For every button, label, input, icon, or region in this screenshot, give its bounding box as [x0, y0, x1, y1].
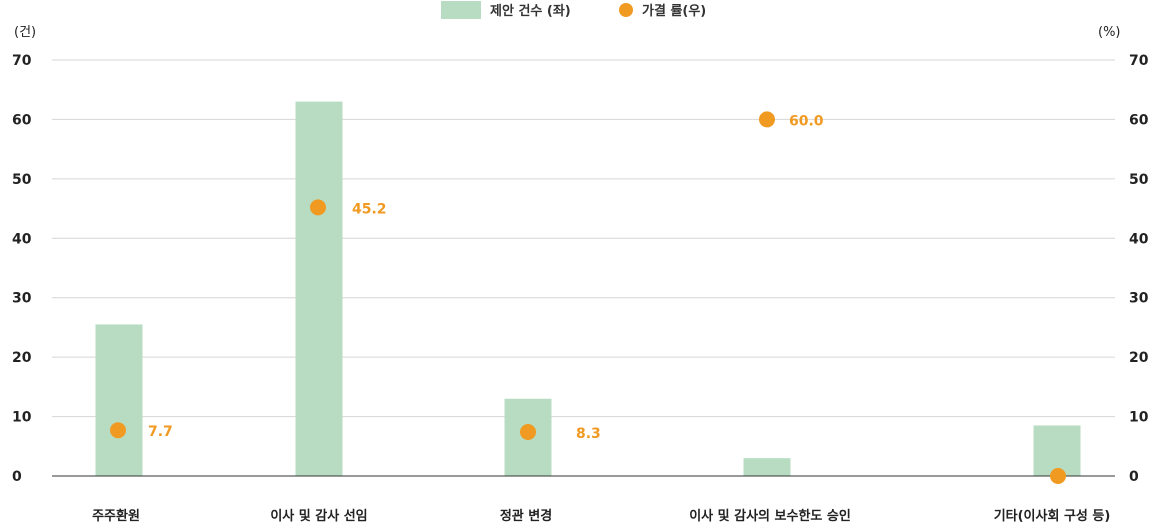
right-tick-label: 10 [1129, 410, 1149, 426]
point [1050, 468, 1066, 484]
legend-point-label: 가결 률(우) [642, 3, 706, 19]
left-tick-label: 50 [12, 172, 32, 188]
right-tick-label: 40 [1129, 231, 1149, 247]
category-label: 주주환원 [92, 508, 140, 523]
category-label: 정관 변경 [500, 508, 552, 523]
left-tick-label: 0 [12, 469, 22, 485]
left-tick-label: 10 [12, 410, 32, 426]
gridlines [52, 59, 1115, 418]
left-tick-label: 30 [12, 291, 32, 307]
category-label: 기타(이사회 구성 등) [994, 508, 1111, 523]
legend-bar-swatch [441, 1, 481, 19]
point [110, 422, 126, 439]
legend-bar-label: 제안 건수 (좌) [490, 3, 571, 19]
data-labels: 7.7 45.2 8.3 60.0 [148, 113, 824, 442]
right-tick-label: 20 [1129, 350, 1149, 366]
left-axis-ticks: 0 10 20 30 40 50 60 70 [12, 53, 32, 485]
right-tick-label: 60 [1129, 112, 1149, 128]
bar [1033, 425, 1081, 476]
left-tick-label: 20 [12, 350, 32, 366]
legend-point-marker [619, 3, 633, 17]
right-tick-label: 0 [1129, 469, 1139, 485]
category-label: 이사 및 감사의 보수한도 승인 [689, 508, 851, 523]
bar [295, 101, 343, 476]
data-label: 45.2 [352, 201, 387, 217]
data-label: 60.0 [789, 113, 824, 129]
point-series [110, 111, 1066, 484]
legend: 제안 건수 (좌) 가결 률(우) [441, 1, 706, 19]
category-label: 이사 및 감사 선임 [270, 508, 367, 523]
category-labels: 주주환원 이사 및 감사 선임 정관 변경 이사 및 감사의 보수한도 승인 기타(이사… [92, 508, 1110, 523]
bar [743, 458, 791, 476]
data-label: 8.3 [576, 426, 601, 442]
right-tick-label: 30 [1129, 291, 1149, 307]
bar-series [95, 101, 1081, 476]
right-tick-label: 70 [1129, 53, 1149, 69]
bar [95, 324, 143, 476]
left-tick-label: 70 [12, 53, 32, 69]
left-tick-label: 60 [12, 112, 32, 128]
right-axis-unit: (%) [1098, 25, 1121, 40]
data-label: 7.7 [148, 424, 173, 440]
point [759, 111, 775, 128]
right-tick-label: 50 [1129, 172, 1149, 188]
point [520, 424, 536, 441]
left-axis-unit: (건) [14, 25, 36, 40]
left-tick-label: 40 [12, 231, 32, 247]
point [310, 199, 326, 216]
right-axis-ticks: 0 10 20 30 40 50 60 70 [1129, 53, 1149, 485]
